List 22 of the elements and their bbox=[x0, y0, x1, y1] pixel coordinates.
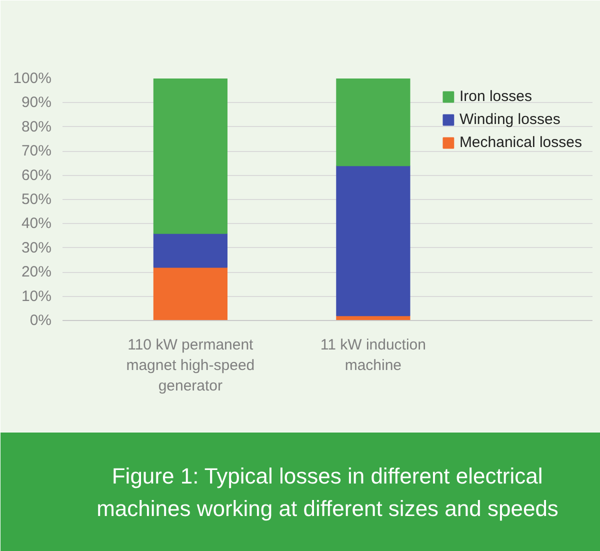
legend-label: Iron losses bbox=[459, 88, 532, 105]
legend-label: Winding losses bbox=[459, 111, 560, 128]
y-tick-label: 80% bbox=[21, 118, 52, 136]
y-tick-label: 30% bbox=[21, 239, 52, 256]
bar bbox=[153, 78, 228, 234]
y-tick-label: 40% bbox=[21, 215, 52, 232]
bar bbox=[153, 232, 228, 268]
y-tick-label: 60% bbox=[21, 166, 52, 184]
legend-label: Mechanical losses bbox=[459, 134, 582, 151]
y-tick-label: 100% bbox=[13, 70, 52, 87]
y-tick-label: 0% bbox=[30, 312, 52, 329]
y-tick-label: 90% bbox=[21, 94, 52, 112]
y-tick-label: 10% bbox=[21, 288, 52, 305]
bar bbox=[336, 165, 410, 316]
bar bbox=[153, 266, 228, 320]
text: Figure 1: Typical losses in different electrical machines working at different sizes and speeds bbox=[96, 463, 558, 521]
x-tick-label: 11 kW induction machine bbox=[320, 336, 426, 374]
bar bbox=[336, 78, 410, 166]
y-tick-label: 50% bbox=[21, 191, 52, 208]
x-tick-label: 110 kW permanent magnet high-speed generator bbox=[126, 336, 255, 394]
y-tick-label: 70% bbox=[21, 142, 52, 160]
y-tick-label: 20% bbox=[21, 264, 52, 281]
